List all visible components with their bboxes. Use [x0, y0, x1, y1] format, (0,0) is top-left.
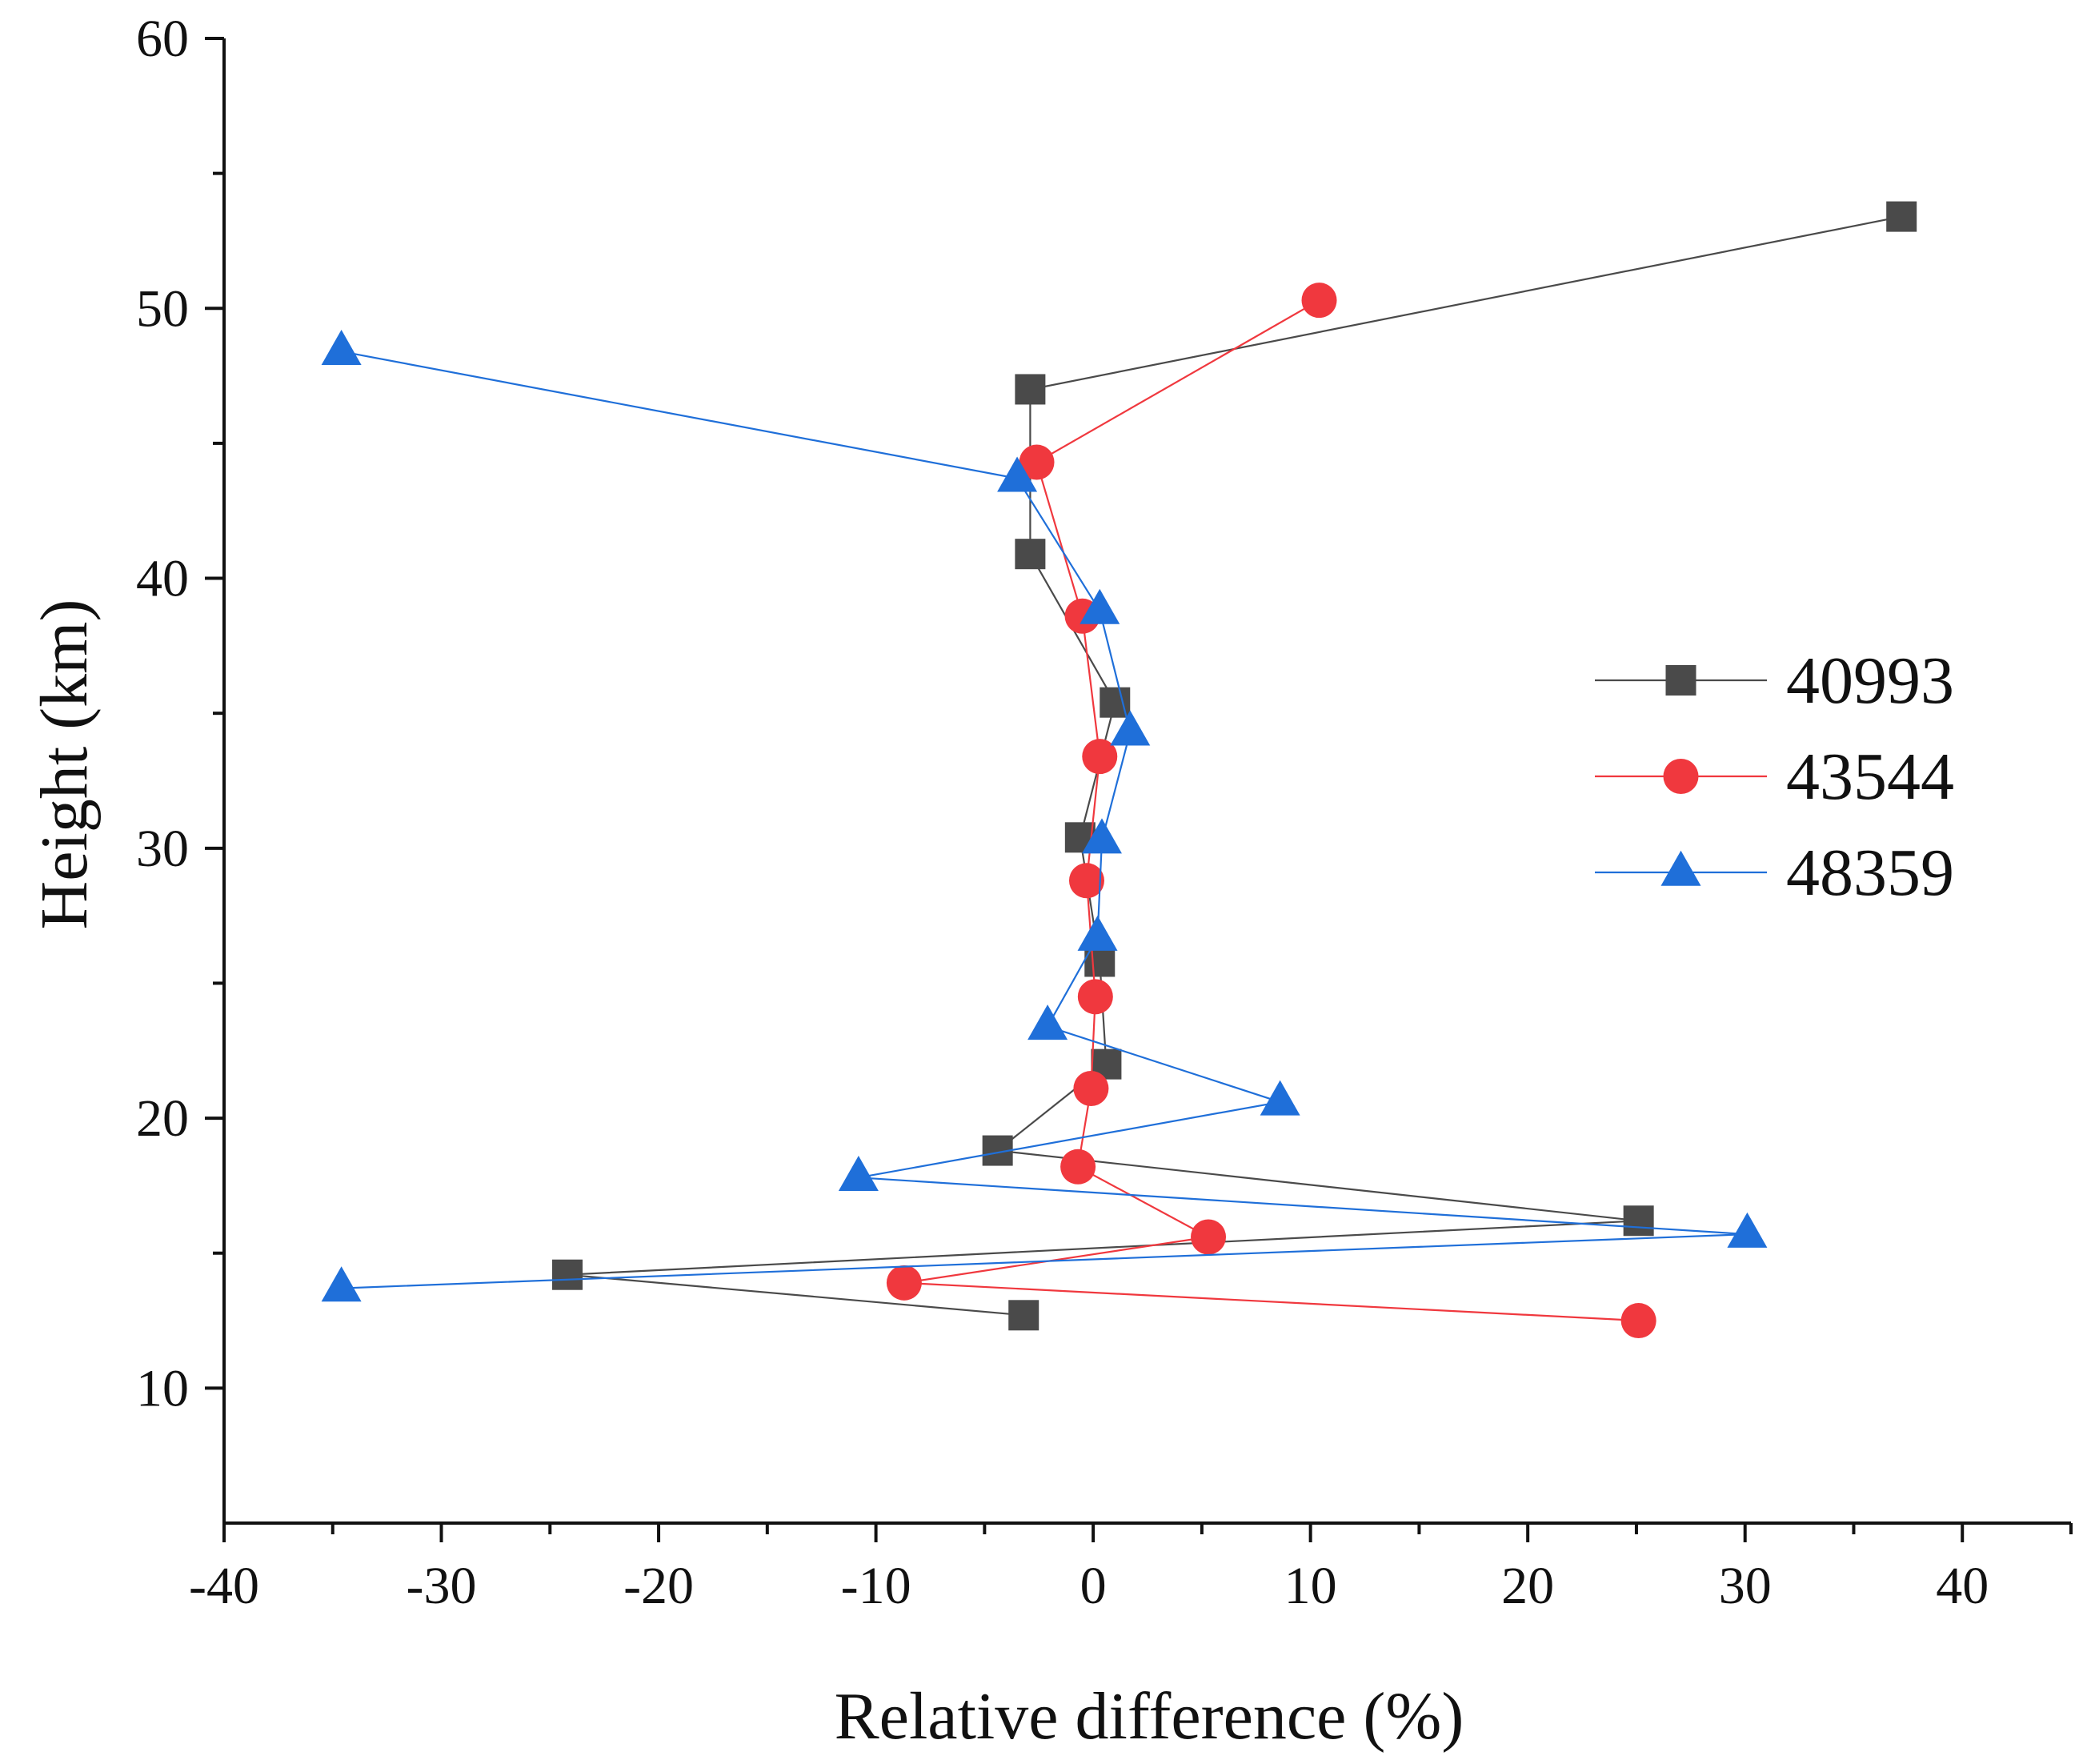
x-tick-label: 0 [1080, 1557, 1107, 1615]
data-point-48359 [321, 1266, 362, 1302]
data-point-43544 [1073, 1070, 1109, 1106]
x-tick-label: -30 [407, 1557, 477, 1615]
x-tick-label: 40 [1936, 1557, 1989, 1615]
data-point-43544 [1068, 863, 1104, 899]
data-point-48359 [321, 329, 362, 365]
data-point-43544 [1077, 979, 1113, 1015]
data-point-43544 [1620, 1303, 1656, 1339]
data-point-43544 [1301, 283, 1337, 319]
data-point-48359 [1077, 915, 1118, 951]
data-point-48359 [1110, 710, 1151, 746]
legend-item-40993: 40993 [1595, 643, 1954, 718]
legend: 40993 43544 48359 [1595, 643, 1954, 910]
series-40993 [552, 201, 1917, 1331]
data-point-43544 [1060, 1149, 1096, 1185]
data-point-48359 [997, 456, 1038, 492]
y-tick-label: 50 [136, 279, 189, 338]
y-axis-title: Height (km) [27, 599, 102, 930]
series-layer [321, 201, 1917, 1339]
axes: -40 -30 -20 -10 0 10 20 30 40 10 20 30 40 50 60 [136, 10, 2073, 1615]
x-axis-title: Relative difference (%) [835, 1679, 1464, 1754]
legend-label: 43544 [1786, 740, 1954, 814]
data-point-43544 [1191, 1219, 1227, 1255]
x-tick-label: 10 [1284, 1557, 1337, 1615]
x-tick-label: 20 [1501, 1557, 1554, 1615]
data-point-43544 [886, 1265, 922, 1301]
y-tick-label: 40 [136, 550, 189, 608]
data-point-48359 [1727, 1212, 1768, 1248]
x-tick-label: -20 [623, 1557, 694, 1615]
series-line-40993 [567, 215, 1902, 1317]
y-tick-label: 10 [136, 1359, 189, 1417]
data-point-40993 [1015, 539, 1046, 570]
legend-label: 48359 [1786, 836, 1954, 910]
legend-marker [1660, 850, 1701, 886]
data-point-43544 [1019, 444, 1055, 480]
legend-item-43544: 43544 [1595, 740, 1954, 814]
series-48359 [321, 329, 1768, 1302]
y-tick-label: 30 [136, 820, 189, 878]
data-point-40993 [1886, 201, 1917, 232]
y-tick-label: 20 [136, 1089, 189, 1148]
data-point-43544 [1082, 739, 1118, 775]
data-point-40993 [1008, 1300, 1039, 1331]
x-tick-label: 30 [1719, 1557, 1772, 1615]
series-43544 [886, 283, 1656, 1339]
x-tick-label: -10 [841, 1557, 911, 1615]
legend-label: 40993 [1786, 643, 1954, 718]
data-point-48359 [1027, 1004, 1068, 1040]
data-point-48359 [1081, 818, 1122, 854]
data-point-48359 [1260, 1080, 1300, 1116]
legend-marker [1663, 759, 1699, 794]
series-line-48359 [341, 351, 1748, 1289]
series-line-43544 [903, 299, 1639, 1322]
legend-item-48359: 48359 [1595, 836, 1954, 910]
legend-marker [1665, 665, 1696, 696]
data-point-40993 [552, 1259, 583, 1290]
y-tick-label: 60 [136, 10, 189, 68]
data-point-40993 [1015, 374, 1046, 405]
data-point-48359 [838, 1156, 879, 1192]
data-point-48359 [1080, 588, 1120, 624]
x-tick-label: -40 [189, 1557, 259, 1615]
data-point-40993 [1623, 1205, 1654, 1237]
